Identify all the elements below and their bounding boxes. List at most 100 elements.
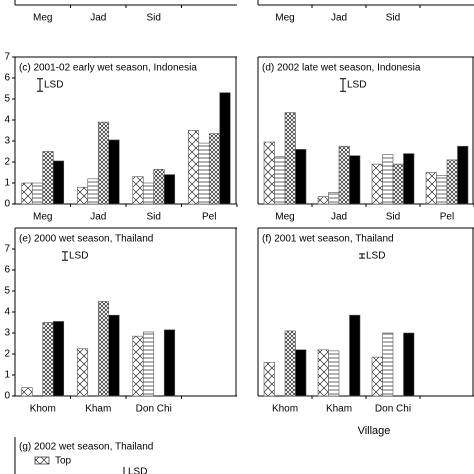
bar: [97, 121, 110, 205]
x-tick-label: Meg: [33, 212, 52, 223]
bar: [403, 332, 415, 397]
bar: [403, 153, 415, 205]
bar: [76, 186, 89, 205]
bar: [132, 176, 144, 205]
lsd-label: LSD: [69, 251, 88, 262]
bar: [108, 314, 120, 397]
bar: [142, 331, 155, 397]
panel-title: (d) 2002 late wet season, Indonesia: [262, 63, 421, 74]
y-tick-label: 1: [4, 370, 10, 381]
y-tick-label: 7: [4, 52, 10, 63]
lsd-label: LSD: [347, 80, 366, 91]
y-tick-label: 4: [4, 307, 10, 318]
x-tick-label: Sid: [147, 13, 161, 24]
bar: [108, 139, 120, 205]
bar: [317, 349, 329, 397]
bar: [295, 349, 307, 397]
bar: [31, 182, 44, 205]
bar: [163, 174, 176, 205]
bar: [52, 321, 65, 397]
bar: [21, 182, 33, 205]
panel-title: (g) 2002 wet season, Thailand: [19, 442, 153, 453]
y-tick-label: 5: [4, 94, 10, 105]
bar: [371, 163, 383, 205]
x-tick-label: Khom: [30, 404, 56, 415]
bar: [97, 301, 110, 397]
x-tick-label: Jad: [90, 212, 106, 223]
legend-swatch: [34, 456, 50, 465]
bar: [317, 196, 329, 205]
bar: [284, 112, 296, 205]
x-tick-label: Jad: [331, 212, 347, 223]
y-tick-label: 2: [4, 157, 10, 168]
y-tick-label: 1: [4, 178, 10, 189]
bar: [274, 156, 286, 205]
bar: [328, 192, 340, 205]
bar: [371, 356, 383, 397]
bar: [446, 159, 458, 205]
y-tick-label: 4: [4, 115, 10, 126]
bar: [208, 133, 221, 205]
y-tick-label: 0: [4, 199, 10, 210]
x-tick-label: Meg: [275, 212, 294, 223]
x-tick-label: Sid: [386, 13, 400, 24]
x-tick-label: Jad: [331, 13, 347, 24]
y-tick-label: 5: [4, 286, 10, 297]
x-tick-label: Don Chi: [136, 404, 172, 415]
bar: [263, 141, 275, 205]
bar: [328, 350, 340, 397]
x-tick-label: Jad: [90, 13, 106, 24]
y-tick-label: 6: [4, 265, 10, 276]
lsd-label: LSD: [366, 251, 385, 262]
bar: [284, 330, 296, 397]
y-tick-label: 2: [4, 349, 10, 360]
y-tick-label: 3: [4, 328, 10, 339]
bar: [457, 145, 469, 205]
bar: [425, 172, 437, 205]
x-tick-label: Meg: [275, 13, 294, 24]
bar: [349, 314, 361, 397]
panel-title: (c) 2001-02 early wet season, Indonesia: [19, 63, 197, 74]
lsd-label: LSD: [44, 80, 63, 91]
bar: [42, 322, 54, 397]
y-tick-label: 6: [4, 73, 10, 84]
bar: [163, 329, 176, 397]
bar: [52, 160, 65, 205]
bar: [382, 154, 394, 205]
panel-title: (f) 2001 wet season, Thailand: [262, 234, 394, 245]
x-tick-label: Sid: [386, 212, 400, 223]
bar: [76, 348, 89, 397]
bar: [382, 332, 394, 397]
bar: [87, 178, 99, 205]
x-tick-label: Kham: [85, 404, 111, 415]
bar: [21, 387, 33, 397]
bar: [338, 145, 350, 205]
bar: [436, 175, 448, 205]
bar: [187, 130, 200, 205]
y-tick-label: 0: [4, 391, 10, 402]
bar: [142, 182, 155, 205]
x-tick-label: Sid: [147, 212, 161, 223]
x-axis-label: Village: [358, 425, 391, 437]
y-tick-label: 3: [4, 136, 10, 147]
x-tick-label: Meg: [33, 13, 52, 24]
lsd-label: LSD: [128, 467, 147, 474]
y-tick-label: 7: [4, 244, 10, 255]
bar: [392, 163, 404, 205]
x-tick-label: Khom: [272, 404, 298, 415]
panel-title: (e) 2000 wet season, Thailand: [19, 234, 153, 245]
bar: [132, 335, 144, 397]
bar: [263, 362, 275, 397]
x-tick-label: Don Chi: [375, 404, 411, 415]
bar: [349, 155, 361, 205]
bar: [153, 169, 165, 205]
bar: [295, 149, 307, 205]
x-tick-label: Kham: [326, 404, 352, 415]
legend-label: Top: [55, 456, 72, 467]
bar: [42, 151, 54, 205]
bar: [198, 142, 210, 205]
x-tick-label: Pel: [440, 212, 454, 223]
bar: [219, 92, 231, 205]
x-tick-label: Pel: [202, 212, 216, 223]
